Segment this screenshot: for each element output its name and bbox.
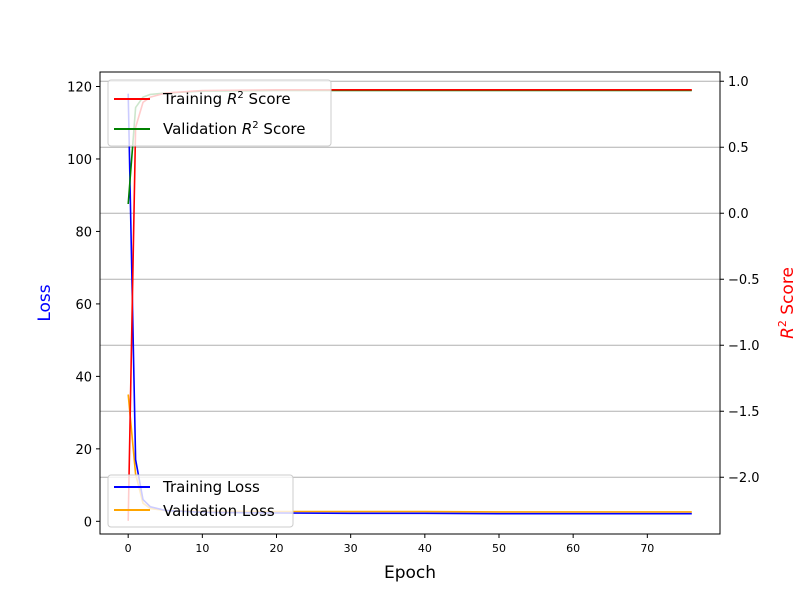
x-tick-label: 30 bbox=[344, 542, 358, 555]
x-tick-label: 70 bbox=[640, 542, 654, 555]
y-left-tick-label: 120 bbox=[67, 80, 92, 95]
series-lines bbox=[127, 89, 692, 521]
left-axis: 0 20 40 60 80 100 120 bbox=[67, 80, 100, 530]
y-right-tick-label: −1.5 bbox=[728, 405, 760, 420]
legend-training-r2-label: Training R2 Score bbox=[162, 90, 291, 108]
legend-loss-box bbox=[107, 474, 294, 528]
y-left-tick-label: 20 bbox=[75, 443, 92, 458]
x-tick-label: 10 bbox=[195, 542, 209, 555]
y-right-tick-label: −0.5 bbox=[728, 273, 760, 288]
x-tick-label: 0 bbox=[125, 542, 132, 555]
y-axis-right-title-rest: Score bbox=[778, 267, 798, 320]
y-right-tick-label: 0.5 bbox=[728, 141, 749, 156]
y-axis-left-title: Loss bbox=[35, 284, 55, 321]
legend-validation-loss-label: Validation Loss bbox=[163, 502, 275, 520]
x-axis-title: Epoch bbox=[384, 563, 436, 583]
legend-r2: Training R2 Score Validation R2 Score bbox=[107, 79, 332, 147]
legend-validation-r2-label: Validation R2 Score bbox=[163, 120, 305, 138]
y-axis-right-title: R2 Score bbox=[776, 267, 798, 339]
right-axis: −2.0 −1.5 −1.0 −0.5 0.0 0.5 1.0 bbox=[720, 75, 760, 486]
y-left-tick-label: 0 bbox=[84, 515, 92, 530]
legend-r2-box bbox=[107, 79, 332, 147]
y-axis-right-title-sup: 2 bbox=[776, 320, 789, 327]
y-left-tick-label: 80 bbox=[75, 225, 92, 240]
series-training-r2-line bbox=[127, 89, 692, 521]
x-tick-label: 20 bbox=[270, 542, 284, 555]
legend-training-loss-label: Training Loss bbox=[162, 478, 260, 496]
x-tick-label: 50 bbox=[492, 542, 506, 555]
series-training-loss-line bbox=[127, 93, 692, 515]
y-axis-right-title-r: R bbox=[778, 327, 798, 339]
bottom-axis: 0 10 20 30 40 50 60 70 bbox=[125, 534, 654, 555]
y-right-tick-label: 0.0 bbox=[728, 207, 749, 222]
plot-frame bbox=[99, 71, 721, 535]
y-left-tick-label: 40 bbox=[75, 370, 92, 385]
y-left-tick-label: 100 bbox=[67, 153, 92, 168]
x-tick-label: 60 bbox=[566, 542, 580, 555]
x-tick-label: 40 bbox=[418, 542, 432, 555]
legend-loss: Training Loss Validation Loss bbox=[107, 474, 294, 528]
y-right-tick-label: 1.0 bbox=[728, 75, 749, 90]
y-right-tick-label: −2.0 bbox=[728, 471, 760, 486]
y-right-tick-label: −1.0 bbox=[728, 339, 760, 354]
y-left-tick-label: 60 bbox=[75, 298, 92, 313]
